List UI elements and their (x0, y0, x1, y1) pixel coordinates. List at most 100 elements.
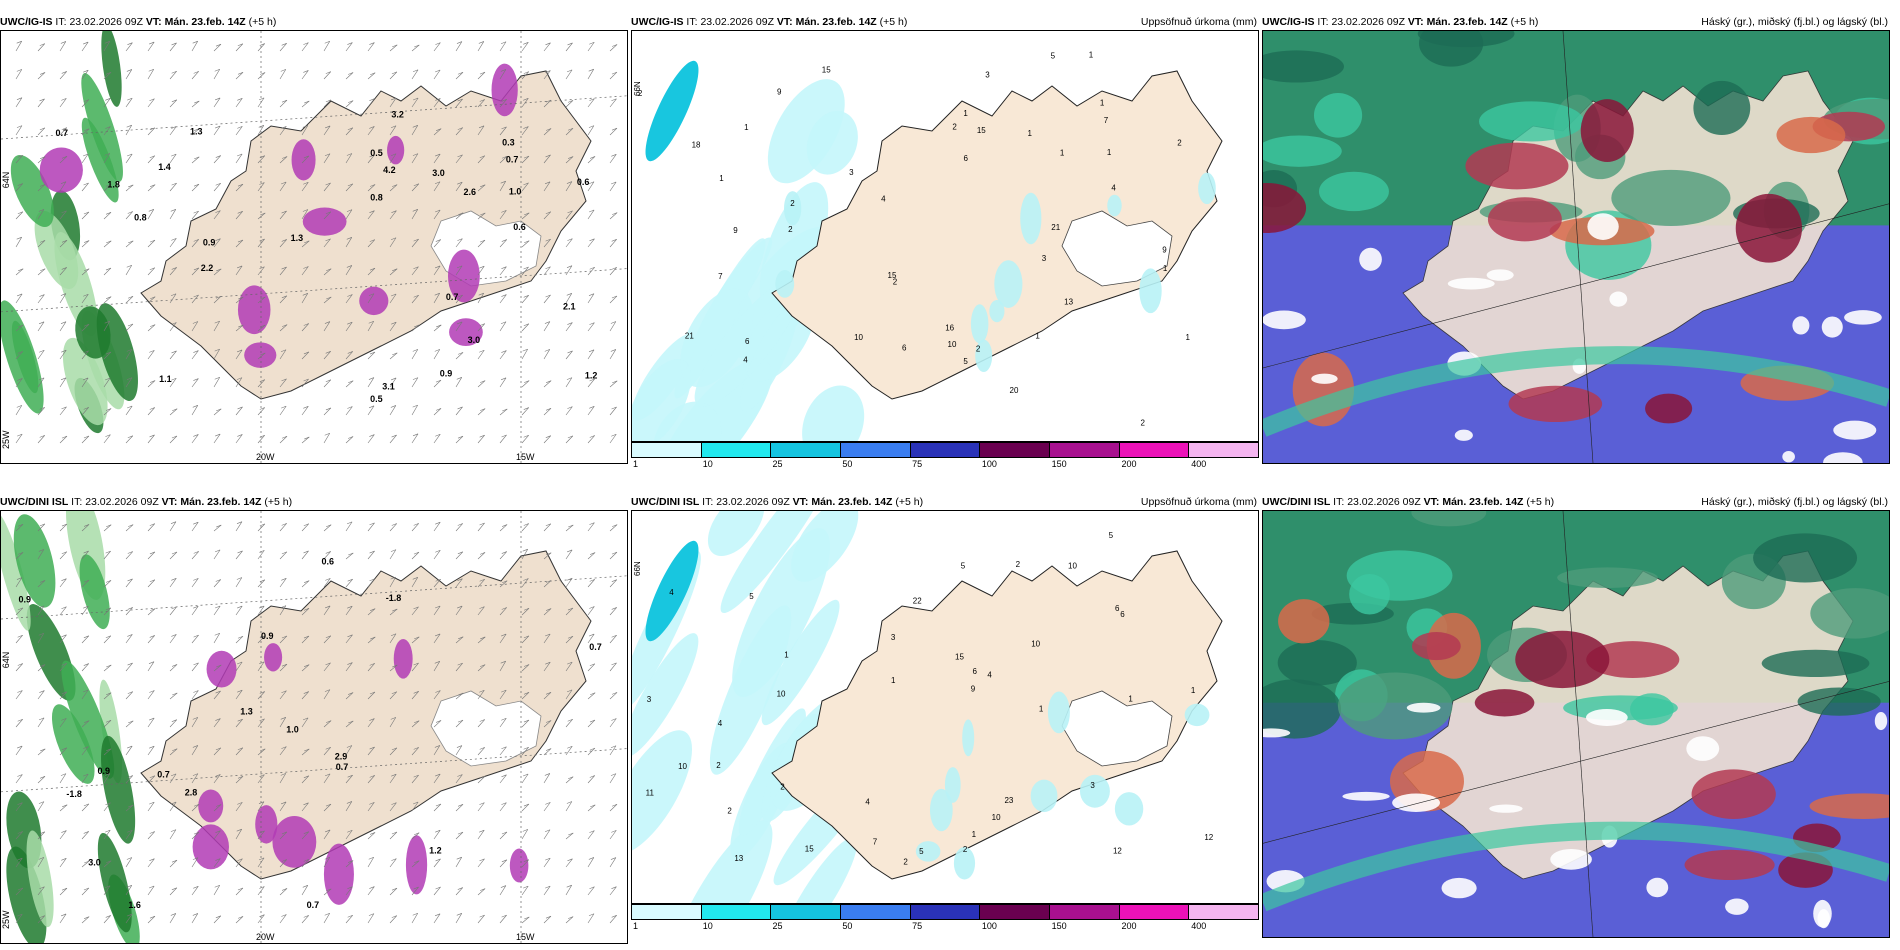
wind-barb-flag (369, 239, 375, 242)
wind-barb (323, 524, 332, 532)
wind-barb (455, 41, 463, 52)
wind-value-label: 1.1 (159, 374, 172, 384)
high-cloud-area (1318, 171, 1389, 212)
wind-barb (411, 97, 419, 108)
wind-barb-flag (215, 718, 221, 721)
wind-barb (213, 43, 222, 52)
map-cloud-top[interactable] (1262, 30, 1890, 464)
wind-barb (103, 720, 112, 728)
wind-barb (81, 689, 89, 700)
wind-barb-flag (457, 98, 463, 102)
wind-barb-flag (392, 44, 398, 48)
wind-barb-flag (214, 549, 221, 553)
wind-barb (147, 296, 156, 304)
wind-barb (543, 181, 551, 192)
wind-barb-flag (567, 718, 573, 722)
wind-barb-flag (589, 435, 595, 438)
colorbar-segment (910, 443, 981, 457)
precip-value-label: 1 (963, 109, 968, 118)
map-precip-bottom[interactable]: 7 6 5 5 11 10 10 9 10 6 3 5 10 12 10 1 22 23 4 2 1 6 12 13 15 15 3… (631, 510, 1259, 904)
wind-barb-flag (281, 295, 287, 299)
wind-barb (323, 433, 330, 444)
colorbar-tick-label: 75 (912, 459, 923, 469)
wind-barb (345, 521, 353, 532)
wind-barb (257, 550, 265, 560)
wind-barb-flag (566, 181, 573, 184)
wind-barb-flag (523, 407, 529, 410)
wind-barb-flag (545, 408, 552, 411)
wind-barb-flag (588, 349, 595, 353)
map-cloud-bottom[interactable] (1262, 510, 1890, 938)
wind-barb (543, 633, 551, 644)
wind-barb-flag (126, 349, 132, 352)
wind-barb (213, 605, 221, 616)
wind-barb-flag (17, 607, 24, 611)
wind-barb-flag (83, 746, 89, 749)
wind-barb-flag (83, 69, 89, 73)
wind-barb-flag (346, 521, 353, 525)
wind-barb (521, 747, 529, 756)
wind-barb (345, 436, 354, 444)
wind-barb (499, 294, 507, 304)
wind-barb (499, 434, 507, 444)
wind-barb-flag (83, 293, 89, 297)
wind-barb (301, 580, 310, 588)
wind-barb-flag (280, 801, 287, 805)
wind-barb (521, 435, 529, 444)
wind-barb (213, 804, 222, 812)
wind-barb-flag (458, 692, 464, 696)
wind-barb-flag (611, 886, 617, 889)
wind-barb-flag (38, 717, 45, 721)
precip-area (1107, 194, 1122, 217)
wind-barb-flag (127, 691, 133, 694)
wind-barb-flag (105, 434, 111, 437)
wind-barb-flag (324, 912, 330, 916)
wind-barb-flag (40, 748, 46, 752)
wind-barb-flag (238, 324, 244, 328)
wind-barb (15, 831, 23, 840)
wind-barb-flag (611, 634, 617, 638)
axis-label-lon: 25W (1, 430, 11, 449)
precip-band (13, 514, 56, 608)
wind-barb (323, 99, 332, 108)
precip-area (806, 110, 858, 175)
wind-barb-flag (236, 577, 242, 580)
wind-barb-flag (391, 523, 397, 526)
wind-barb-flag (368, 913, 375, 916)
mid-cloud-area (1465, 142, 1569, 190)
wind-barb-flag (347, 578, 353, 582)
wind-barb (367, 913, 375, 924)
wind-barb-flag (369, 578, 375, 582)
wind-barb-flag (458, 212, 464, 216)
wind-barb-flag (501, 914, 507, 918)
wind-barb (587, 98, 595, 108)
wind-barb-flag (457, 181, 463, 185)
wind-barb (125, 885, 133, 896)
wind-barb (257, 748, 266, 756)
wind-barb (15, 552, 24, 560)
wind-barb-flag (479, 239, 486, 243)
map-wind-bottom[interactable]: -1.8 2.9 1.3 -1.8 0.7 0.9 0.6 0.7 0.9 2.8 1.6 1.0 1.… (0, 510, 628, 944)
wind-barb (345, 692, 354, 700)
wind-barb (103, 664, 112, 672)
wind-barb-flag (544, 829, 551, 833)
wind-barb (169, 634, 177, 644)
wind-barb (81, 70, 89, 80)
wind-barb (411, 125, 419, 136)
precip-value-label: 15 (888, 271, 897, 280)
wind-barb (169, 887, 178, 896)
wind-barb (81, 294, 89, 304)
wind-barb (59, 718, 67, 728)
wind-barb (15, 433, 23, 444)
wind-barb (191, 831, 200, 840)
wind-barb (587, 522, 595, 532)
map-wind-top[interactable]: 2.1 1.8 3.0 4.2 0.7 0.5 3.2 1.3 0.9 2.2 0.6 1.1 1.2 1… (0, 30, 628, 464)
wind-barb (433, 42, 441, 52)
precip-value-label: 2 (976, 344, 981, 353)
map-precip-top[interactable]: 9 6 2 20 10 21 21 10 16 15 15 9 7 5 3 4 2 2 1 18 13 15 7 5 3 9 2 2 4… (631, 30, 1259, 442)
wind-barb-flag (611, 607, 617, 610)
high-cloud-area (1277, 640, 1357, 686)
wind-barb-flag (39, 407, 45, 410)
wind-barb (169, 829, 177, 840)
wind-barb (433, 579, 441, 588)
